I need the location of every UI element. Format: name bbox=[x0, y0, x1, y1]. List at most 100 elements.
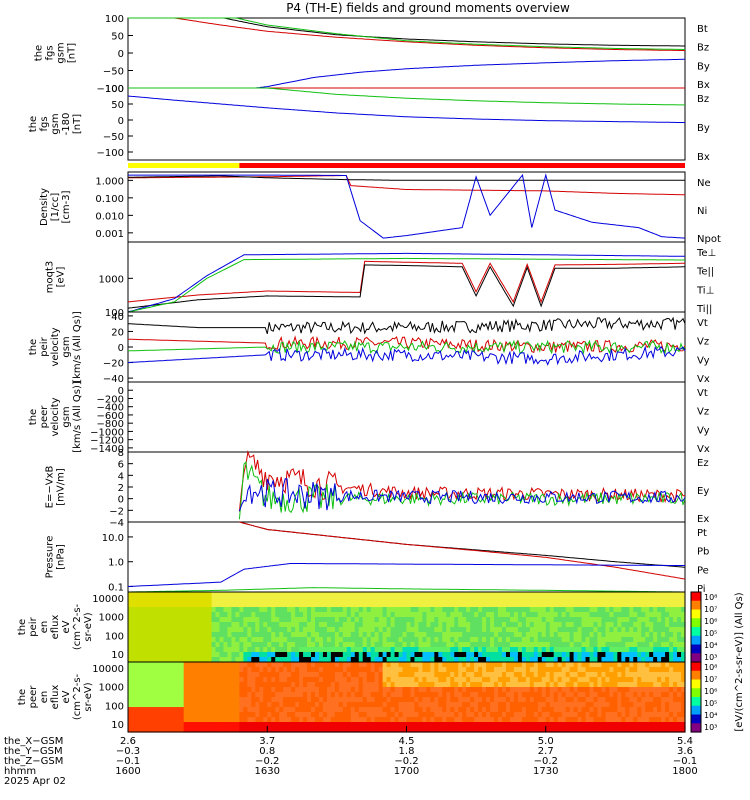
heatmap-cell bbox=[525, 617, 531, 623]
heatmap-cell bbox=[227, 657, 233, 663]
heatmap-cell bbox=[386, 617, 392, 623]
heatmap-cell bbox=[163, 662, 169, 668]
heatmap-cell bbox=[525, 707, 531, 713]
heatmap-cell bbox=[219, 712, 225, 718]
heatmap-cell bbox=[135, 682, 141, 688]
heatmap-cell bbox=[438, 727, 443, 733]
heatmap-cell bbox=[613, 712, 618, 718]
heatmap-cell bbox=[529, 692, 535, 698]
heatmap-cell bbox=[203, 722, 209, 728]
heatmap-cell bbox=[641, 612, 646, 618]
heatmap-cell bbox=[553, 592, 559, 598]
heatmap-cell bbox=[418, 637, 424, 643]
heatmap-cell bbox=[621, 622, 626, 628]
heatmap-cell bbox=[673, 647, 678, 653]
heatmap-cell bbox=[175, 652, 181, 658]
heatmap-cell bbox=[322, 702, 328, 708]
heatmap-cell bbox=[207, 637, 213, 643]
heatmap-cell bbox=[454, 632, 459, 638]
heatmap-cell bbox=[589, 647, 595, 653]
heatmap-cell bbox=[402, 657, 408, 663]
heatmap-cell bbox=[283, 672, 288, 678]
heatmap-cell bbox=[501, 597, 507, 603]
heatmap-cell bbox=[263, 692, 268, 698]
heatmap-cell bbox=[482, 707, 487, 713]
heatmap-cell bbox=[378, 697, 384, 703]
heatmap-cell bbox=[581, 702, 587, 708]
heatmap-cell bbox=[673, 707, 678, 713]
colorbar-tick: 10³ bbox=[704, 723, 717, 732]
heatmap-cell bbox=[247, 642, 252, 648]
heatmap-cell bbox=[482, 682, 487, 688]
series-Pe bbox=[128, 587, 685, 593]
series-Ni bbox=[127, 175, 685, 181]
x-row-label: hhmm bbox=[4, 766, 36, 777]
heatmap-cell bbox=[414, 607, 420, 613]
heatmap-cell bbox=[569, 652, 575, 658]
heatmap-cell bbox=[131, 612, 137, 618]
heatmap-cell bbox=[561, 652, 567, 658]
heatmap-cell bbox=[549, 647, 555, 653]
heatmap-cell bbox=[494, 612, 499, 618]
heatmap-cell bbox=[211, 632, 217, 638]
heatmap-cell bbox=[263, 667, 268, 673]
heatmap-cell bbox=[426, 652, 431, 658]
heatmap-cell bbox=[661, 592, 666, 598]
heatmap-cell bbox=[577, 607, 583, 613]
heatmap-cell bbox=[191, 637, 197, 643]
heatmap-cell bbox=[195, 677, 201, 683]
heatmap-cell bbox=[418, 667, 424, 673]
heatmap-cell bbox=[669, 627, 674, 633]
heatmap-cell bbox=[135, 687, 141, 693]
legend-Npot: Npot bbox=[697, 234, 721, 245]
heatmap-cell bbox=[545, 707, 551, 713]
heatmap-cell bbox=[267, 617, 272, 623]
heatmap-cell bbox=[525, 687, 531, 693]
heatmap-cell bbox=[251, 692, 256, 698]
heatmap-cell bbox=[143, 602, 149, 608]
heatmap-cell bbox=[601, 627, 607, 633]
heatmap-cell bbox=[466, 592, 471, 598]
heatmap-cell bbox=[259, 727, 264, 733]
heatmap-cell bbox=[637, 697, 642, 703]
heatmap-cell bbox=[283, 677, 288, 683]
heatmap-cell bbox=[418, 687, 424, 693]
heatmap-cell bbox=[358, 677, 364, 683]
heatmap-cell bbox=[641, 597, 646, 603]
heatmap-cell bbox=[211, 657, 217, 663]
heatmap-cell bbox=[291, 627, 296, 633]
heatmap-cell bbox=[681, 647, 686, 653]
heatmap-cell bbox=[275, 612, 280, 618]
heatmap-cell bbox=[314, 697, 320, 703]
heatmap-cell bbox=[131, 677, 137, 683]
heatmap-cell bbox=[613, 637, 618, 643]
heatmap-cell bbox=[430, 672, 435, 678]
heatmap-cell bbox=[525, 592, 531, 598]
heatmap-cell bbox=[223, 607, 229, 613]
heatmap-cell bbox=[509, 702, 515, 708]
heatmap-cell bbox=[521, 657, 527, 663]
heatmap-cell bbox=[311, 592, 316, 598]
heatmap-cell bbox=[275, 662, 280, 668]
heatmap-cell bbox=[462, 707, 467, 713]
heatmap-cell bbox=[243, 712, 248, 718]
heatmap-cell bbox=[585, 697, 591, 703]
heatmap-cell bbox=[681, 592, 686, 598]
panel-vel_peer: thepeervelocitygsm[km/s (All Qs)] 0−200−4… bbox=[28, 381, 710, 455]
heatmap-cell bbox=[247, 677, 252, 683]
heatmap-cell bbox=[633, 717, 638, 723]
ylabel-line: E=−VxB bbox=[45, 466, 56, 509]
heatmap-cell bbox=[271, 612, 276, 618]
heatmap-cell bbox=[557, 642, 563, 648]
heatmap-cell bbox=[135, 727, 141, 733]
heatmap-cell bbox=[131, 672, 137, 678]
heatmap-cell bbox=[303, 662, 308, 668]
heatmap-cell bbox=[354, 592, 360, 598]
heatmap-cell bbox=[501, 712, 507, 718]
heatmap-cell bbox=[657, 687, 662, 693]
heatmap-cell bbox=[235, 647, 240, 653]
heatmap-cell bbox=[159, 662, 165, 668]
heatmap-cell bbox=[147, 637, 153, 643]
heatmap-cell bbox=[406, 637, 412, 643]
heatmap-cell bbox=[617, 662, 622, 668]
